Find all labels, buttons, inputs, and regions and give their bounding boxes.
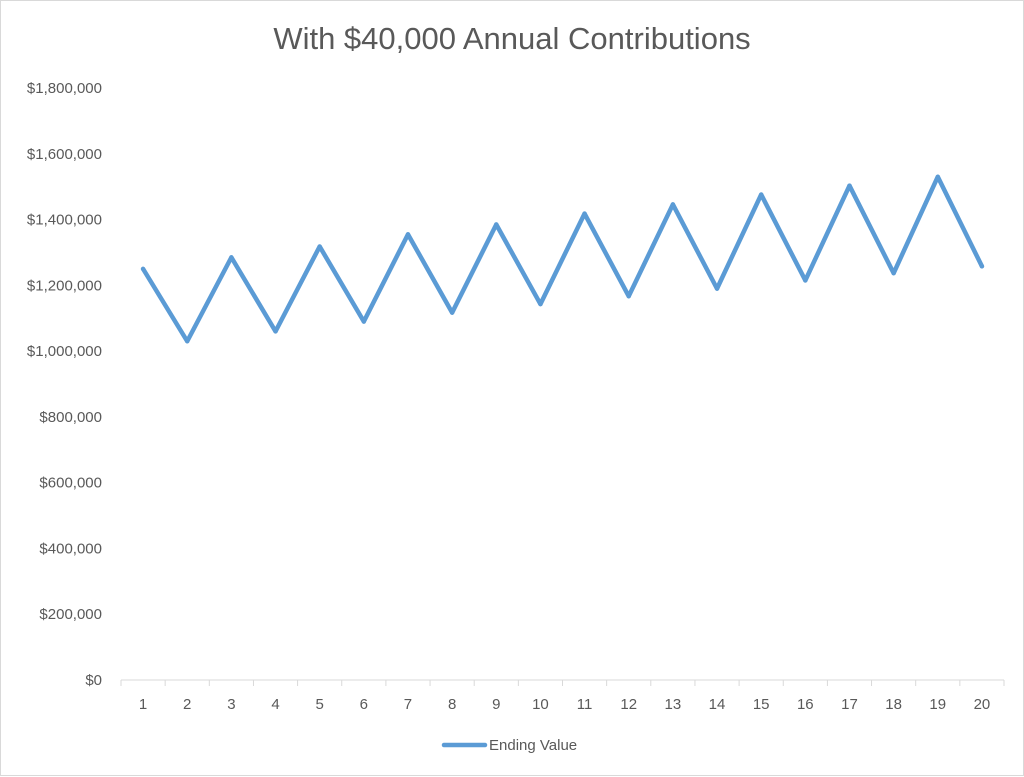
x-tick-label: 2 bbox=[183, 696, 191, 713]
x-tick-label: 20 bbox=[974, 696, 991, 713]
x-tick-label: 9 bbox=[492, 696, 500, 713]
data-point bbox=[140, 266, 146, 272]
x-tick-label: 18 bbox=[885, 696, 902, 713]
legend-label: Ending Value bbox=[489, 737, 577, 754]
data-point bbox=[582, 211, 587, 216]
x-tick-label: 13 bbox=[665, 696, 682, 713]
data-point bbox=[626, 293, 631, 299]
y-tick-label: $1,600,000 bbox=[27, 146, 102, 163]
data-point bbox=[670, 202, 676, 207]
y-tick-label: $1,800,000 bbox=[27, 80, 102, 97]
y-tick-label: $1,200,000 bbox=[27, 277, 102, 294]
data-point bbox=[494, 222, 499, 227]
x-tick-label: 11 bbox=[577, 696, 593, 713]
x-tick-label: 16 bbox=[797, 696, 814, 713]
y-tick-label: $0 bbox=[85, 672, 102, 689]
y-tick-label: $1,400,000 bbox=[27, 212, 102, 229]
x-tick-label: 12 bbox=[620, 696, 637, 713]
x-tick-label: 17 bbox=[841, 696, 858, 713]
data-point bbox=[538, 301, 543, 307]
y-tick-label: $200,000 bbox=[39, 606, 102, 623]
y-tick-label: $800,000 bbox=[39, 409, 102, 426]
data-point bbox=[229, 255, 234, 260]
x-tick-label: 5 bbox=[316, 696, 324, 713]
x-tick-label: 1 bbox=[139, 696, 147, 713]
data-point bbox=[185, 339, 190, 344]
data-point bbox=[847, 183, 852, 188]
x-tick-label: 3 bbox=[227, 696, 235, 713]
y-tick-label: $600,000 bbox=[39, 475, 102, 492]
x-tick-label: 8 bbox=[448, 696, 456, 713]
data-point bbox=[714, 286, 720, 291]
data-point bbox=[891, 270, 896, 276]
data-point bbox=[979, 264, 985, 269]
data-point bbox=[449, 310, 455, 315]
x-tick-label: 4 bbox=[271, 696, 279, 713]
x-tick-label: 10 bbox=[532, 696, 549, 713]
series-line bbox=[140, 174, 985, 344]
data-point bbox=[317, 244, 322, 249]
x-tick-label: 7 bbox=[404, 696, 412, 713]
chart-title: With $40,000 Annual Contributions bbox=[273, 21, 751, 56]
data-point bbox=[758, 192, 764, 197]
data-point bbox=[405, 232, 411, 237]
x-tick-label: 14 bbox=[709, 696, 726, 713]
x-tick-label: 19 bbox=[929, 696, 946, 713]
y-tick-label: $400,000 bbox=[39, 540, 102, 557]
data-point bbox=[803, 278, 808, 283]
x-tick-label: 6 bbox=[360, 696, 368, 713]
data-point bbox=[361, 319, 367, 324]
data-point bbox=[935, 174, 940, 179]
x-tick-label: 15 bbox=[753, 696, 770, 713]
y-tick-label: $1,000,000 bbox=[27, 343, 102, 360]
data-point bbox=[273, 329, 278, 334]
